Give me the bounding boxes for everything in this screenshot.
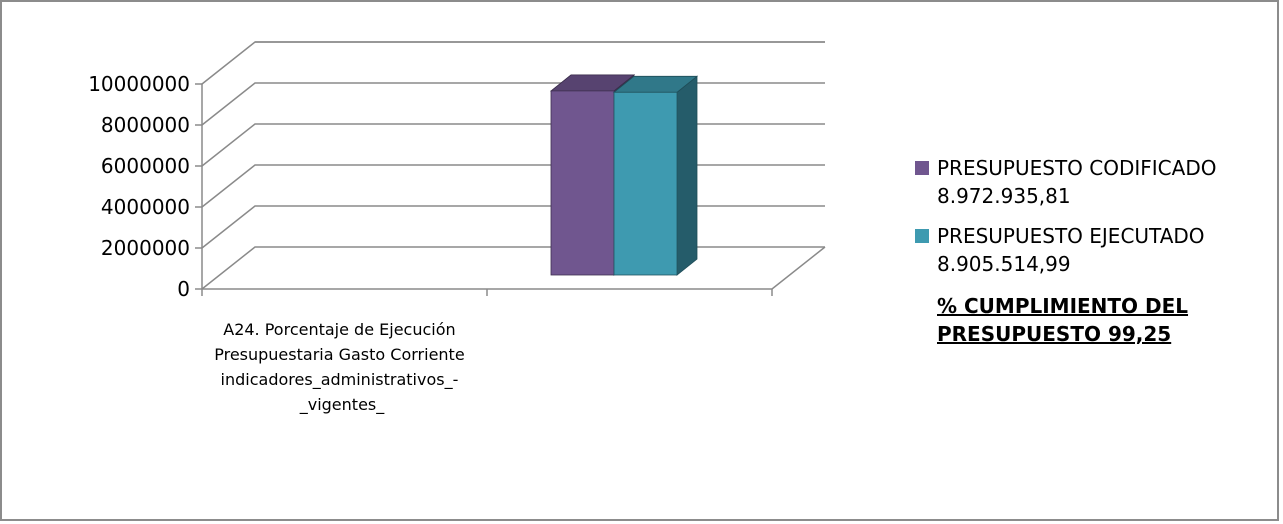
y-tick-label: 6000000	[101, 154, 190, 178]
category-label-line: A24. Porcentaje de Ejecución	[223, 320, 455, 339]
bars	[549, 74, 699, 276]
y-tick-label: 8000000	[101, 113, 190, 137]
y-axis-ticks: 0 2000000 4000000 6000000 8000000 10000000	[88, 72, 190, 301]
category-label-line: _vigentes_	[299, 395, 386, 415]
gridline	[201, 41, 825, 85]
chart-walls	[201, 84, 826, 296]
gridline	[201, 164, 825, 208]
gridline	[201, 82, 825, 126]
cumplimiento-annotation: % CUMPLIMIENTO DEL PRESUPUESTO 99,25	[937, 294, 1189, 346]
category-label-line: Presupuestaria Gasto Corriente	[214, 345, 464, 364]
legend-swatch	[915, 229, 929, 243]
bar-side	[676, 75, 698, 276]
bar-front	[613, 91, 678, 276]
legend-value: 8.972.935,81	[937, 184, 1071, 208]
gridline	[201, 205, 825, 249]
legend-swatch	[915, 161, 929, 175]
y-tick-label: 2000000	[101, 236, 190, 260]
bar-front	[550, 90, 615, 276]
legend-label: PRESUPUESTO CODIFICADO	[937, 156, 1217, 180]
floor-outline	[202, 246, 826, 290]
category-label: A24. Porcentaje de Ejecución Presupuesta…	[214, 320, 470, 415]
legend-value: 8.905.514,99	[937, 252, 1071, 276]
gridlines	[195, 41, 825, 290]
legend-item-codificado: PRESUPUESTO CODIFICADO 8.972.935,81	[915, 154, 1255, 210]
legend: PRESUPUESTO CODIFICADO 8.972.935,81 PRES…	[915, 154, 1255, 348]
y-tick-label: 0	[177, 277, 190, 301]
category-label-line: indicadores_administrativos_-	[221, 370, 459, 390]
legend-item-ejecutado: PRESUPUESTO EJECUTADO 8.905.514,99	[915, 222, 1255, 278]
y-tick-label: 4000000	[101, 195, 190, 219]
gridline	[201, 246, 825, 290]
legend-label: PRESUPUESTO EJECUTADO	[937, 224, 1205, 248]
bar	[612, 75, 699, 276]
gridline	[201, 123, 825, 167]
y-tick-label: 10000000	[88, 72, 190, 96]
